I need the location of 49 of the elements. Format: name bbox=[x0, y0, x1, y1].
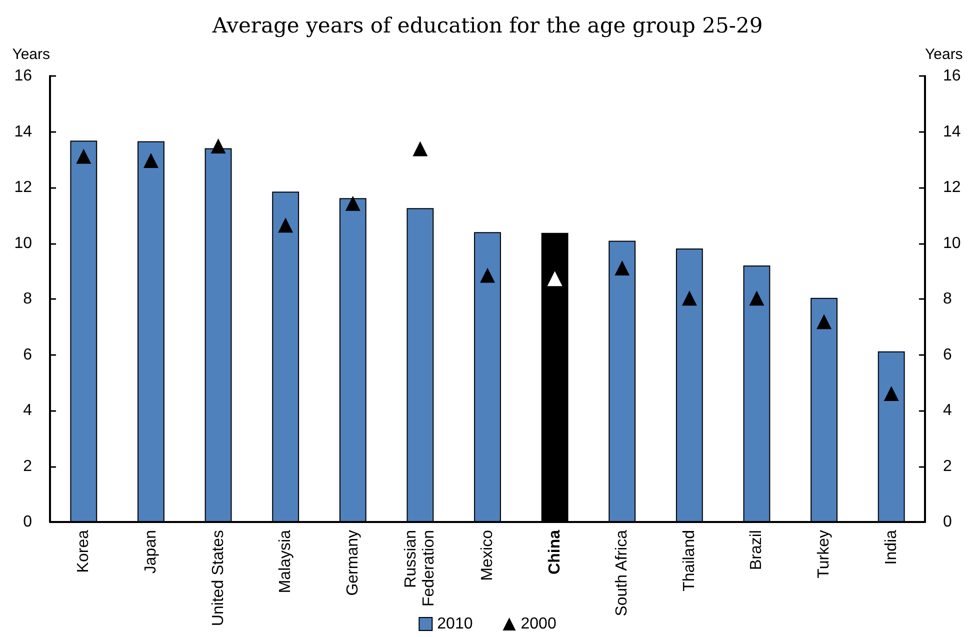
point bbox=[816, 314, 832, 330]
y2-tick-label: 2 bbox=[943, 458, 952, 475]
y-tick-label: 6 bbox=[23, 346, 32, 364]
y-tick-label: 16 bbox=[14, 68, 32, 84]
legend-label: 2000 bbox=[520, 616, 556, 632]
x-tick-label: Malaysia bbox=[277, 530, 294, 594]
point bbox=[614, 260, 630, 276]
x-tick-label: Mexico bbox=[479, 530, 496, 581]
x-tick-label: Russian Federation bbox=[402, 530, 438, 606]
x-tick-label: Thailand bbox=[680, 530, 698, 592]
point bbox=[412, 141, 428, 156]
point bbox=[682, 290, 697, 306]
y2-tick-label: 4 bbox=[943, 402, 952, 419]
y-tick-label: 10 bbox=[14, 234, 32, 252]
chart-title: Average years of education for the age group 25-29 bbox=[211, 14, 763, 38]
y-tick-label: 4 bbox=[23, 402, 32, 419]
x-tick-label: Brazil bbox=[748, 530, 766, 570]
point bbox=[480, 268, 495, 283]
y-tick-label: 0 bbox=[23, 514, 32, 530]
y-tick-label: 14 bbox=[14, 123, 32, 140]
point bbox=[210, 138, 226, 154]
x-tick-label: India bbox=[882, 530, 900, 565]
y2-tick-label: 6 bbox=[943, 346, 952, 364]
point bbox=[76, 148, 92, 164]
x-tick-label: Japan bbox=[142, 530, 160, 574]
y2-tick-label: 0 bbox=[943, 514, 952, 530]
y-axis-title: Years bbox=[12, 46, 50, 63]
y-tick-label: 12 bbox=[14, 179, 32, 196]
y2-tick-label: 12 bbox=[943, 179, 961, 196]
x-tick-label: South Africa bbox=[614, 530, 631, 616]
point bbox=[278, 218, 294, 233]
point bbox=[345, 196, 360, 211]
x-tick-label: Turkey bbox=[816, 530, 833, 578]
y2-axis-title: Years bbox=[925, 46, 963, 63]
y2-tick-label: 8 bbox=[943, 290, 952, 308]
y2-tick-label: 10 bbox=[943, 234, 961, 252]
x-tick-label: China bbox=[546, 530, 564, 574]
y2-tick-label: 14 bbox=[943, 123, 961, 140]
x-tick-label: United States bbox=[210, 530, 227, 626]
y2-tick-label: 16 bbox=[943, 68, 961, 84]
legend-label: 2010 bbox=[437, 616, 473, 632]
point bbox=[749, 290, 764, 306]
point bbox=[884, 386, 899, 401]
y-tick-label: 8 bbox=[23, 290, 32, 308]
point bbox=[547, 271, 562, 286]
y-tick-label: 2 bbox=[23, 458, 32, 475]
x-tick-label: Korea bbox=[75, 530, 92, 573]
x-tick-label: Germany bbox=[344, 530, 362, 596]
point bbox=[143, 152, 158, 168]
